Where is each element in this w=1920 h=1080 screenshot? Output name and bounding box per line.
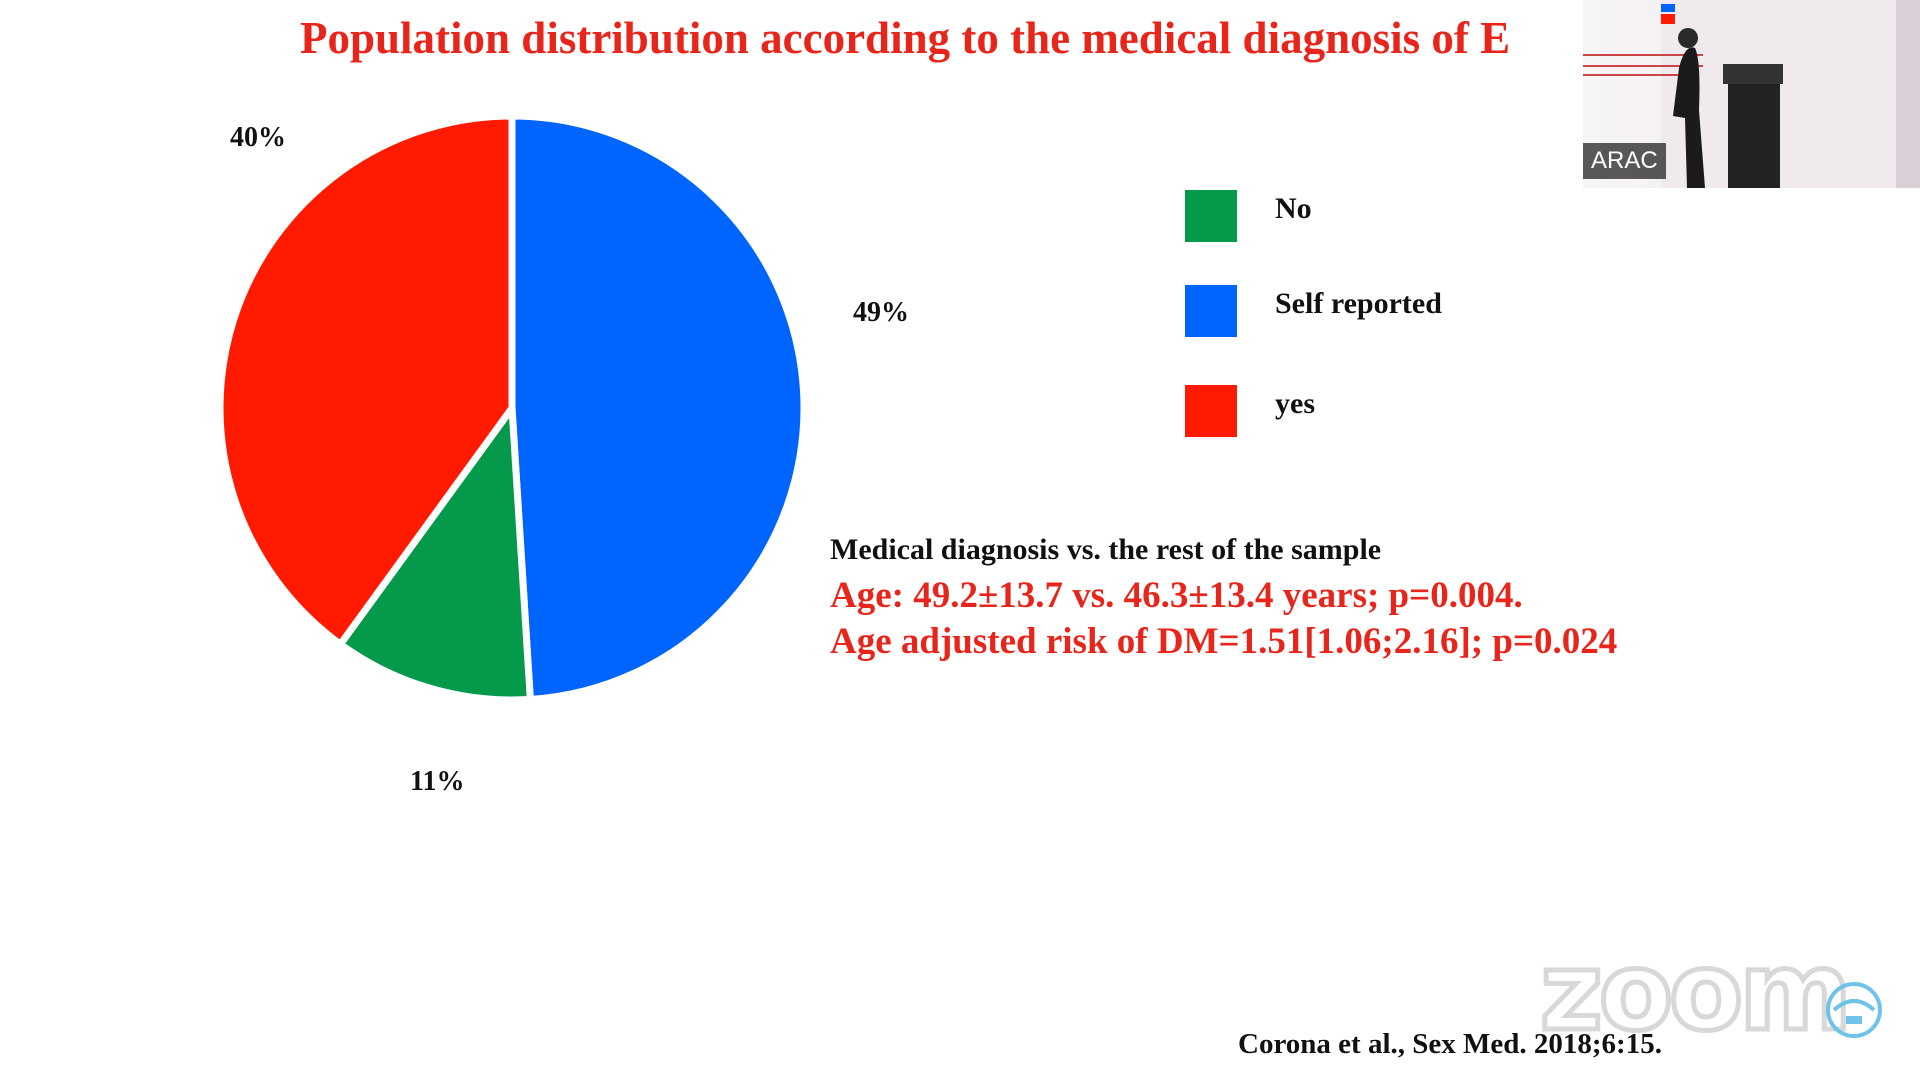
- statistics-note: Medical diagnosis vs. the rest of the sa…: [830, 527, 1617, 665]
- legend-swatch-yes: [1185, 385, 1237, 437]
- pie-label-no: 11%: [410, 766, 465, 797]
- legend-swatch-self-reported: [1185, 285, 1237, 337]
- participant-name-tag: ARAC: [1583, 143, 1666, 179]
- legend-label-yes: yes: [1275, 387, 1315, 420]
- pie-slice-yes: [216, 112, 516, 648]
- citation: Corona et al., Sex Med. 2018;6:15.: [1238, 1028, 1662, 1060]
- pie-slice-no: [336, 404, 534, 704]
- conference-logo-icon: [1826, 982, 1882, 1038]
- speaker-video-thumbnail[interactable]: ARAC: [1583, 0, 1920, 188]
- zoom-watermark: zoom: [1538, 928, 1855, 1058]
- pie-slice-self-reported: [508, 112, 808, 703]
- speaker-video-scene: [1583, 0, 1920, 188]
- note-heading: Medical diagnosis vs. the rest of the sa…: [830, 533, 1382, 566]
- legend-label-self-reported: Self reported: [1275, 287, 1442, 320]
- pie-label-yes: 40%: [230, 122, 286, 153]
- slide-title: Population distribution according to the…: [300, 13, 1511, 63]
- note-risk: Age adjusted risk of DM=1.51[1.06;2.16];…: [830, 621, 1618, 662]
- legend-swatch-no: [1185, 190, 1237, 242]
- note-age-comparison: Age: 49.2±13.7 vs. 46.3±13.4 years; p=0.…: [830, 575, 1523, 616]
- pie-label-self-reported: 49%: [853, 297, 909, 328]
- legend-label-no: No: [1275, 192, 1312, 225]
